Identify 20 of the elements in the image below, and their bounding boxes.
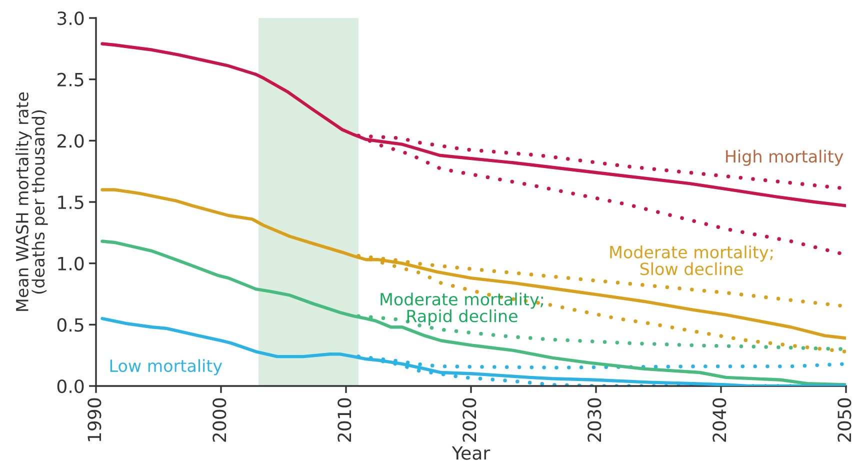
y-tick-label: 0.0 — [57, 379, 84, 394]
y-tick-label: 2.0 — [58, 134, 84, 148]
x-tick-label: 2040 — [712, 398, 726, 442]
y-tick-label: 1.0 — [58, 256, 84, 270]
x-tick-label: 2050 — [838, 398, 852, 442]
y-tick-label: 3.0 — [58, 11, 84, 26]
y-tick-label: 0.5 — [57, 318, 84, 332]
y-tick-label: 1.5 — [58, 196, 84, 210]
series-label: Moderate mortality; Slow decline — [610, 246, 772, 276]
x-tick-label: 2020 — [462, 398, 476, 442]
x-axis-title: Year — [452, 446, 490, 460]
series-label: High mortality — [726, 150, 844, 166]
x-tick-label: 2000 — [212, 398, 226, 442]
x-tick-label: 2030 — [588, 398, 602, 442]
y-axis-title: Mean WASH mortality rate (deaths per thousand) — [16, 92, 48, 311]
series-label: Moderate mortality; Rapid decline — [380, 292, 543, 326]
y-tick-label: 2.5 — [58, 72, 84, 86]
x-tick-label: 1990 — [88, 398, 102, 442]
series-label: Low mortality — [110, 359, 222, 376]
x-tick-label: 2010 — [338, 398, 352, 442]
